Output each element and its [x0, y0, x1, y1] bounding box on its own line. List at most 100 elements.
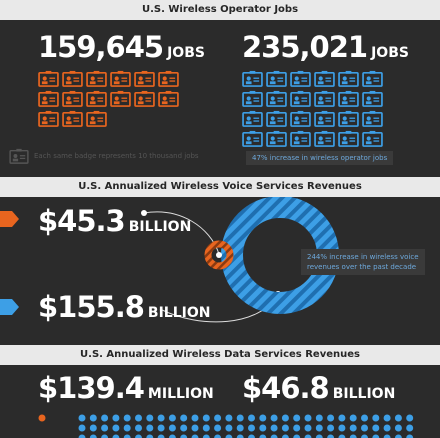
id-badge-icon — [314, 110, 335, 127]
data-blue-dot — [383, 434, 391, 438]
voice-increase-note: 244% increase in wireless voice revenues… — [301, 249, 425, 275]
data-blue-dot — [236, 424, 244, 432]
id-badge-icon — [362, 110, 383, 127]
id-badge-icon — [290, 110, 311, 127]
id-badge-icon — [314, 130, 335, 147]
data-blue-dot — [361, 424, 368, 432]
id-badge-icon — [266, 90, 287, 107]
jobs-right-figure: 235,021 JOBS — [242, 33, 409, 62]
data-blue-dot — [281, 424, 289, 432]
id-badge-icon — [134, 70, 155, 87]
data-blue-dot — [248, 414, 255, 422]
legend-badge-icon — [9, 148, 29, 164]
data-blue-dot — [304, 424, 312, 432]
voice-left-figure: $45.3 BILLION — [38, 207, 191, 236]
data-blue-dot — [259, 414, 267, 422]
data-blue-dot — [123, 414, 131, 422]
data-blue-dot — [202, 414, 210, 422]
voice-right-unit: BILLION — [147, 305, 211, 321]
data-blue-dot — [214, 424, 222, 432]
data-blue-dot — [315, 414, 323, 422]
data-blue-dot — [180, 424, 188, 432]
id-badge-icon — [38, 90, 59, 107]
data-blue-dot — [394, 424, 402, 432]
data-blue-dot — [338, 424, 346, 432]
jobs-right-unit: JOBS — [371, 45, 409, 61]
id-badge-icon — [86, 70, 107, 87]
data-blue-dot — [112, 434, 120, 438]
id-badge-icon — [86, 110, 107, 127]
data-blue-dot — [214, 414, 222, 422]
data-blue-dot — [304, 414, 312, 422]
data-blue-dot — [157, 414, 165, 422]
jobs-right-number: 235,021 — [242, 30, 368, 64]
jobs-left-number: 159,645 — [38, 30, 164, 64]
data-blue-dot — [281, 434, 289, 438]
id-badge-icon — [266, 70, 287, 87]
id-badge-icon — [314, 70, 335, 87]
voice-left-amount: $45.3 — [38, 204, 126, 238]
data-blue-dot — [259, 434, 267, 438]
data-blue-dot — [270, 414, 278, 422]
data-blue-dot — [236, 434, 244, 438]
data-blue-dot — [101, 434, 109, 438]
data-blue-dot — [372, 414, 380, 422]
data-blue-dot — [168, 434, 176, 438]
data-blue-dot — [135, 434, 142, 438]
data-blue-dot — [293, 424, 301, 432]
data-blue-dot — [281, 414, 289, 422]
data-blue-dot — [214, 434, 222, 438]
id-badge-icon — [110, 90, 131, 107]
id-badge-icon — [158, 70, 179, 87]
id-badge-icon — [62, 90, 83, 107]
data-blue-dot — [78, 414, 86, 422]
data-right-figure: $46.8 BILLION — [242, 374, 395, 403]
data-dot-field — [38, 414, 414, 438]
data-blue-dot — [304, 434, 312, 438]
data-blue-dot — [191, 424, 199, 432]
voice-orange-tag — [0, 211, 19, 227]
data-blue-dot — [293, 434, 301, 438]
data-blue-dot — [112, 414, 120, 422]
data-blue-dot — [191, 434, 199, 438]
id-badge-icon — [290, 70, 311, 87]
id-badge-icon — [242, 70, 263, 87]
data-blue-dot — [89, 414, 97, 422]
data-blue-dot — [202, 434, 210, 438]
data-blue-dot — [338, 434, 346, 438]
data-blue-dot — [146, 434, 154, 438]
data-blue-dot — [191, 414, 199, 422]
data-blue-dot — [225, 414, 233, 422]
data-blue-dot — [168, 414, 176, 422]
data-blue-dot — [123, 424, 131, 432]
jobs-right-badge-grid — [242, 70, 383, 147]
data-blue-dot — [349, 414, 357, 422]
data-left-unit: MILLION — [147, 386, 214, 402]
data-blue-dot — [78, 424, 86, 432]
id-badge-icon — [242, 90, 263, 107]
id-badge-icon — [290, 90, 311, 107]
data-blue-dot — [135, 414, 142, 422]
data-blue-dot — [349, 424, 357, 432]
data-blue-dot — [225, 434, 233, 438]
id-badge-icon — [338, 110, 359, 127]
id-badge-icon — [62, 70, 83, 87]
data-blue-dot — [383, 424, 391, 432]
voice-section-header: U.S. Annualized Wireless Voice Services … — [0, 177, 440, 197]
id-badge-icon — [338, 130, 359, 147]
data-blue-dot — [372, 424, 380, 432]
id-badge-icon — [266, 110, 287, 127]
data-blue-dot — [248, 424, 255, 432]
voice-left-unit: BILLION — [128, 219, 192, 235]
id-badge-icon — [62, 110, 83, 127]
data-blue-dot — [157, 424, 165, 432]
data-orange-dot — [38, 414, 46, 422]
data-blue-dot — [89, 424, 97, 432]
voice-blue-tag — [0, 299, 19, 315]
jobs-left-unit: JOBS — [167, 45, 205, 61]
data-blue-dot — [248, 434, 255, 438]
data-blue-dot — [101, 424, 109, 432]
data-blue-dot — [236, 414, 244, 422]
data-blue-dot — [361, 434, 368, 438]
id-badge-icon — [338, 70, 359, 87]
